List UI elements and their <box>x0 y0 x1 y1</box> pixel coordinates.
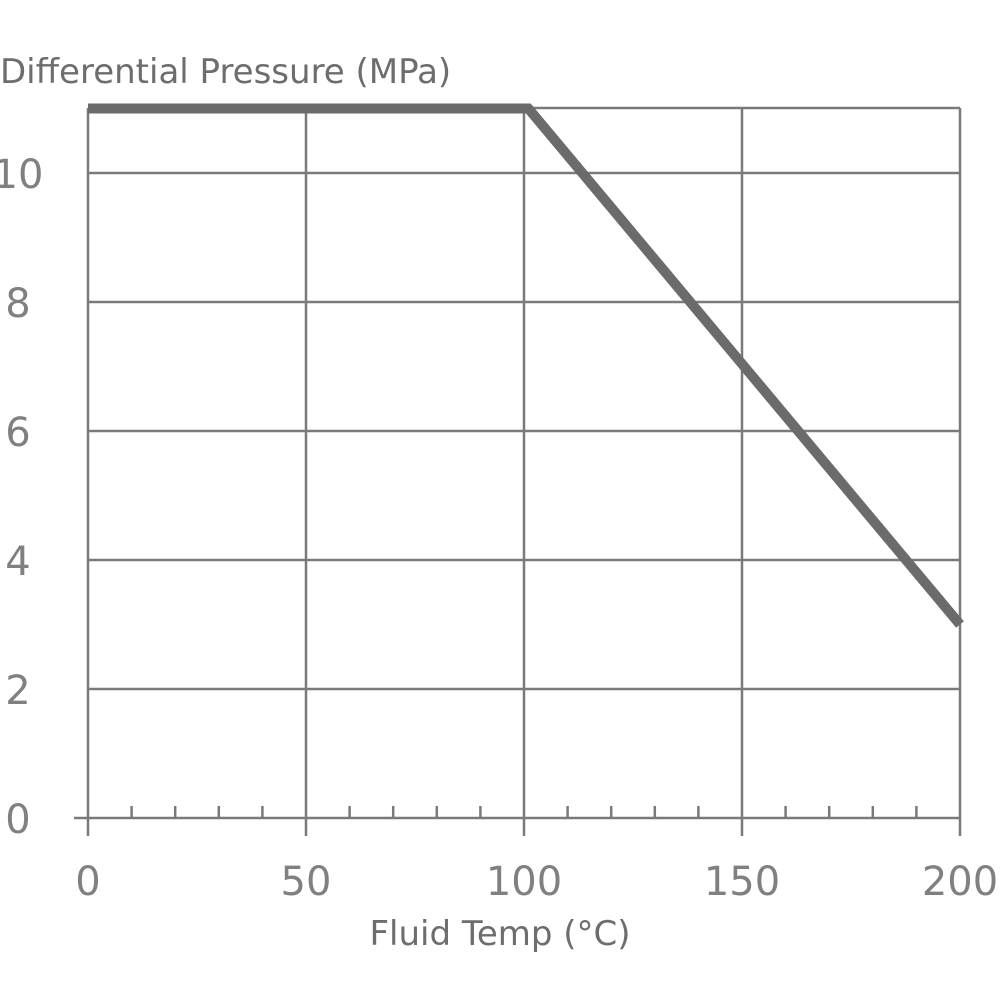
x-tick-label-150: 150 <box>704 859 780 905</box>
x-tick-label-50: 50 <box>281 859 332 905</box>
y-axis-tick-labels: 0 2 4 6 8 10 <box>0 152 43 843</box>
y-tick-label-2: 2 <box>5 668 30 714</box>
series-line-0 <box>88 103 964 628</box>
y-tick-label-10: 10 <box>0 152 43 198</box>
x-axis-minor-ticks <box>86 806 962 836</box>
y-tick-label-8: 8 <box>5 281 30 327</box>
x-axis-tick-labels: 0 50 100 150 200 <box>75 859 998 905</box>
series-layer <box>88 103 964 628</box>
y-tick-label-6: 6 <box>5 410 30 456</box>
x-axis-label: Fluid Temp (°C) <box>369 914 630 954</box>
x-tick-label-200: 200 <box>922 859 998 905</box>
y-axis-label: Differential Pressure (MPa) <box>0 52 451 92</box>
y-tick-label-4: 4 <box>5 539 30 585</box>
y-tick-label-0: 0 <box>5 797 30 843</box>
x-tick-label-0: 0 <box>75 859 100 905</box>
x-tick-label-100: 100 <box>486 859 562 905</box>
